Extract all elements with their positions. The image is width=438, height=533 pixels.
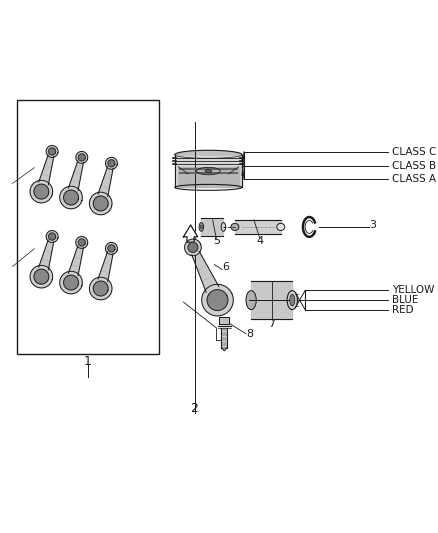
Polygon shape	[49, 233, 56, 240]
Polygon shape	[184, 225, 198, 242]
Ellipse shape	[287, 290, 297, 310]
Polygon shape	[49, 148, 56, 155]
Polygon shape	[175, 155, 242, 188]
Polygon shape	[93, 281, 108, 296]
Polygon shape	[76, 237, 88, 248]
Polygon shape	[222, 328, 227, 348]
Text: 6: 6	[223, 262, 230, 271]
Text: 8: 8	[247, 329, 254, 339]
Polygon shape	[46, 231, 58, 243]
Polygon shape	[98, 167, 113, 197]
Polygon shape	[60, 271, 82, 294]
Polygon shape	[192, 252, 219, 292]
Polygon shape	[108, 160, 115, 167]
Polygon shape	[222, 348, 227, 351]
Polygon shape	[76, 151, 88, 163]
Polygon shape	[106, 243, 117, 254]
Polygon shape	[78, 154, 85, 161]
Text: 5: 5	[213, 236, 220, 246]
Polygon shape	[68, 246, 83, 276]
Text: YELLOW: YELLOW	[392, 285, 435, 295]
Polygon shape	[30, 180, 53, 203]
Polygon shape	[219, 317, 229, 324]
Polygon shape	[39, 155, 54, 185]
Polygon shape	[30, 265, 53, 288]
Polygon shape	[89, 277, 112, 300]
Polygon shape	[251, 281, 292, 319]
Polygon shape	[184, 239, 201, 256]
Polygon shape	[46, 146, 58, 157]
Polygon shape	[64, 275, 78, 290]
Ellipse shape	[199, 223, 204, 231]
Text: RED: RED	[392, 305, 414, 315]
Polygon shape	[108, 245, 115, 252]
Polygon shape	[106, 157, 117, 169]
Polygon shape	[78, 239, 85, 246]
Polygon shape	[235, 220, 281, 234]
Polygon shape	[39, 240, 54, 270]
Polygon shape	[98, 252, 113, 281]
Ellipse shape	[221, 223, 226, 231]
Ellipse shape	[200, 225, 202, 229]
Text: BLUE: BLUE	[392, 295, 419, 305]
Bar	[17, 100, 159, 353]
Ellipse shape	[290, 294, 295, 306]
Polygon shape	[178, 167, 239, 188]
Text: 4: 4	[256, 236, 263, 246]
Polygon shape	[201, 284, 233, 316]
Text: 3: 3	[369, 220, 376, 230]
Polygon shape	[64, 190, 78, 205]
Text: 7: 7	[268, 319, 275, 329]
Polygon shape	[201, 218, 223, 236]
Ellipse shape	[205, 169, 212, 173]
Text: 2: 2	[191, 402, 198, 415]
Ellipse shape	[246, 290, 256, 310]
Text: CLASS A: CLASS A	[392, 174, 437, 184]
Polygon shape	[34, 269, 49, 284]
Polygon shape	[207, 290, 228, 311]
Text: CLASS C: CLASS C	[392, 147, 437, 157]
Polygon shape	[188, 243, 198, 253]
Polygon shape	[89, 192, 112, 215]
Polygon shape	[60, 186, 82, 209]
Polygon shape	[34, 184, 49, 199]
Polygon shape	[68, 161, 83, 191]
Ellipse shape	[277, 223, 285, 230]
Text: 1: 1	[84, 355, 92, 368]
Ellipse shape	[231, 223, 239, 230]
Polygon shape	[93, 196, 108, 211]
Text: CLASS B: CLASS B	[392, 160, 437, 171]
